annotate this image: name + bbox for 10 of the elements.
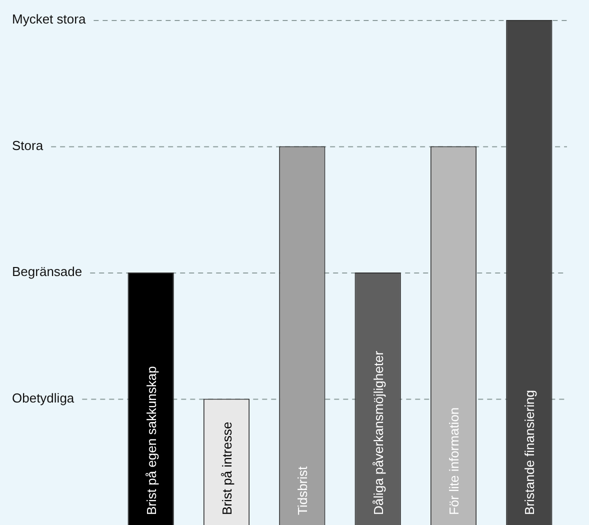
- x-tick-label: Bristande finansiering: [522, 390, 538, 515]
- x-tick-label: Brist på intresse: [220, 422, 234, 515]
- ref-line-label: Stora: [12, 138, 44, 153]
- ref-line-label: Obetydliga: [12, 390, 75, 406]
- x-tick-label: Dåliga påverkansmöjligheter: [370, 350, 386, 515]
- ref-line-label: Begränsade: [12, 264, 82, 280]
- ref-line-label: Mycket stora: [12, 12, 86, 27]
- x-tick-label: Tidsbrist: [295, 466, 310, 515]
- x-tick-label: Brist på egen sakkunskap: [144, 366, 159, 515]
- x-tick-label: För lite information: [446, 407, 462, 515]
